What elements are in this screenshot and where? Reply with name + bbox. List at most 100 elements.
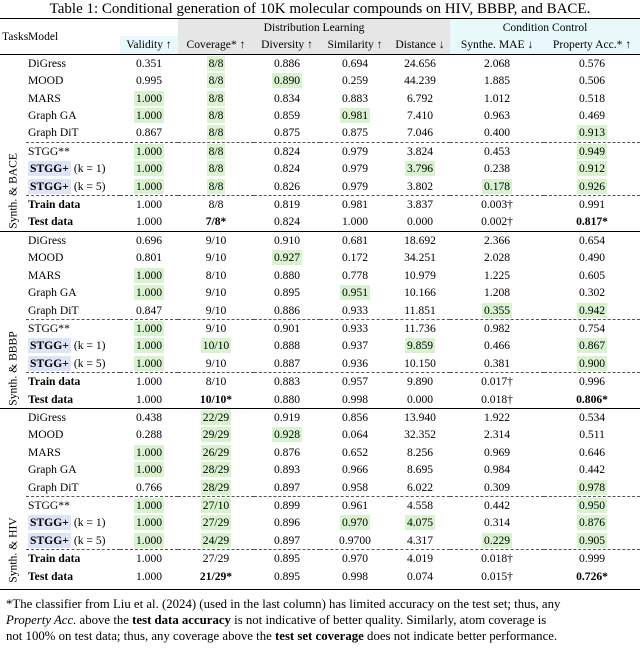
cell-value: 0.888 [273,339,301,353]
value-cell: 0.936 [320,355,390,373]
value-cell: 1.000 [120,318,178,338]
value-cell: 27/29 [178,549,254,568]
model-name-cell: Graph DiT [26,124,120,142]
value-cell: 0.887 [254,355,320,373]
cell-value: 0.302 [579,286,606,300]
value-cell: 0.969 [450,444,544,461]
value-cell: 0.970 [320,549,390,568]
model-name-cell: MARS [26,90,120,107]
cell-value: 0.064 [341,428,369,442]
cell-value: 1.000 [133,143,165,159]
value-cell: 0.951 [320,284,390,301]
cell-value: 0.726* [576,569,608,583]
value-cell: 4.019 [390,549,451,568]
cell-value: 0.999 [579,552,606,566]
model-name: DiGress [28,410,66,424]
value-cell: 0.442 [450,495,545,515]
cell-value: 0.875 [273,126,301,140]
value-cell: 9/10 [178,249,254,266]
value-cell: 8.695 [390,461,450,478]
model-name-cell: Train data [26,195,120,214]
value-cell: 0.646 [544,444,640,461]
cell-value: 2.028 [484,251,511,265]
cell-value: 7/8* [205,215,227,229]
cell-value: 0.875 [341,126,369,140]
cell-value: 0.074 [406,569,434,583]
cell-value: 10/10 [200,338,232,354]
value-cell: 0.890 [254,72,320,89]
cell-value: 6.022 [406,480,434,494]
cell-value: 0.995 [135,74,163,88]
cell-value: 0.979 [341,162,369,176]
value-cell: 0.963 [450,107,544,124]
value-cell: 0.490 [544,249,640,266]
cell-value: 1.000 [133,161,165,177]
cell-value: 8/8 [206,143,226,159]
value-cell: 29/29 [178,426,254,443]
cell-value: 9/10 [205,356,227,370]
cell-value: 4.019 [406,552,434,566]
value-cell: 0.381 [450,355,544,373]
cell-value: 0.511 [579,428,605,442]
value-cell: 9/10 [178,302,254,320]
model-name-cell: Graph DiT [26,302,120,320]
cell-value: 2.314 [484,428,511,442]
value-cell: 0.859 [254,107,320,124]
value-cell: 2.068 [450,53,545,73]
value-cell: 0.995 [120,72,178,89]
cell-value: 0.998 [341,569,369,583]
task-label-cell: Synth. & HIV [0,407,26,585]
value-cell: 8/8 [178,178,254,196]
model-name-cell: Train data [26,549,120,568]
task-label: Synth. & BBBP [6,331,20,406]
value-cell: 8/8 [178,141,254,161]
model-name-cell: Test data [26,391,120,409]
value-cell: 0.534 [544,407,640,427]
cell-value: 0.996 [579,375,606,389]
value-cell: 1.000 [120,178,178,196]
value-cell: 0.901 [254,318,320,338]
model-k-param: (k = 5) [73,179,106,193]
cell-value: 0.880 [273,268,301,282]
value-cell: 0.806* [544,391,640,409]
value-cell: 0.991 [544,195,640,214]
cell-value: 0.646 [579,445,606,459]
cell-value: 27/29 [200,515,232,531]
value-cell: 0.238 [450,160,544,177]
value-cell: 9/10 [178,284,254,301]
value-cell: 0.681 [320,230,390,250]
value-cell: 0.506 [544,72,640,89]
footnote-line-2: Property Acc. above the test data accura… [6,613,547,627]
cell-value: 44.239 [404,74,436,88]
model-k-param: (k = 1) [73,339,106,353]
cell-value: 0.961 [341,498,369,512]
cell-value: 9.890 [406,375,434,389]
model-name-cell: Graph DiT [26,479,120,497]
cell-value: 4.075 [404,515,436,531]
cell-value: 0.696 [135,233,163,247]
cell-value: 0.880 [273,392,301,406]
cell-value: 1.012 [484,91,511,105]
cell-value: 8/8 [206,73,226,89]
value-cell: 0.309 [450,479,544,497]
model-name: STGG** [28,144,70,158]
model-name: Graph DiT [28,480,79,494]
value-cell: 8/8 [178,53,254,73]
model-name: Test data [28,215,73,229]
cell-value: 1.000 [135,392,163,406]
cell-value: 0.926 [577,178,608,194]
value-cell: 0.9700 [320,532,390,550]
table-row: MARS 1.000 26/29 0.876 0.652 8.256 0.969 0.646 [0,444,640,461]
model-name: Train data [28,375,81,389]
value-cell: 0.949 [544,141,640,161]
value-cell: 34.251 [390,249,450,266]
cell-value: 0.015† [481,569,513,583]
value-cell: 0.694 [320,53,390,73]
cell-value: 0.654 [579,233,606,247]
value-cell: 0.998 [320,391,390,409]
model-name-cell: STGG** [26,495,120,515]
cell-value: 0.897 [273,533,301,547]
value-cell: 0.017† [450,372,545,391]
value-cell: 8/10 [178,372,254,391]
